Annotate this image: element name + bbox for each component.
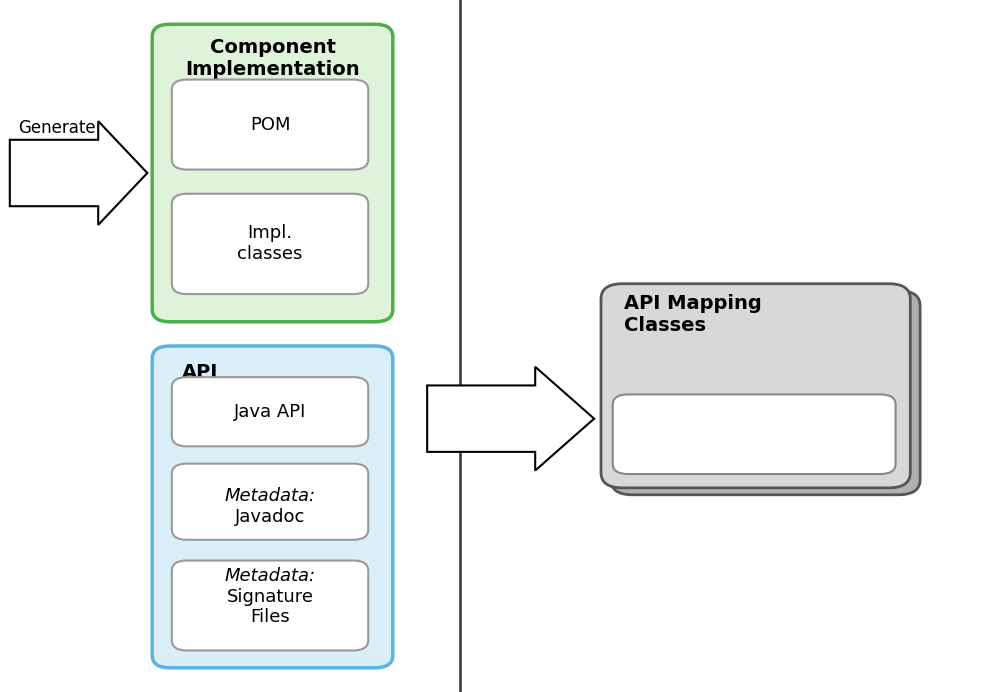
FancyBboxPatch shape bbox=[152, 346, 393, 668]
FancyBboxPatch shape bbox=[172, 80, 368, 170]
Polygon shape bbox=[427, 367, 594, 471]
Text: Signature: Signature bbox=[227, 588, 313, 606]
Polygon shape bbox=[10, 121, 147, 225]
Text: Javadoc: Javadoc bbox=[235, 508, 305, 526]
FancyBboxPatch shape bbox=[172, 561, 368, 650]
FancyBboxPatch shape bbox=[152, 24, 393, 322]
FancyBboxPatch shape bbox=[601, 284, 910, 488]
Text: *ApiMethod.java
*Configuration.java: *ApiMethod.java *Configuration.java bbox=[623, 419, 789, 450]
Text: API Mapping
Classes: API Mapping Classes bbox=[624, 294, 761, 335]
Text: Component
Implementation: Component Implementation bbox=[186, 38, 360, 79]
FancyBboxPatch shape bbox=[613, 394, 896, 474]
FancyBboxPatch shape bbox=[611, 291, 920, 495]
Text: Generate
API
Mapping: Generate API Mapping bbox=[454, 384, 532, 444]
FancyBboxPatch shape bbox=[172, 194, 368, 294]
Text: Generate: Generate bbox=[18, 119, 96, 137]
Text: Impl.
classes: Impl. classes bbox=[238, 224, 302, 263]
FancyBboxPatch shape bbox=[172, 377, 368, 446]
Text: Files: Files bbox=[250, 608, 290, 626]
Text: Metadata:: Metadata: bbox=[225, 487, 315, 505]
Text: Java API: Java API bbox=[234, 403, 306, 421]
Text: POM: POM bbox=[249, 116, 291, 134]
Text: Metadata:: Metadata: bbox=[225, 567, 315, 585]
FancyBboxPatch shape bbox=[172, 464, 368, 540]
Text: API: API bbox=[182, 363, 218, 382]
